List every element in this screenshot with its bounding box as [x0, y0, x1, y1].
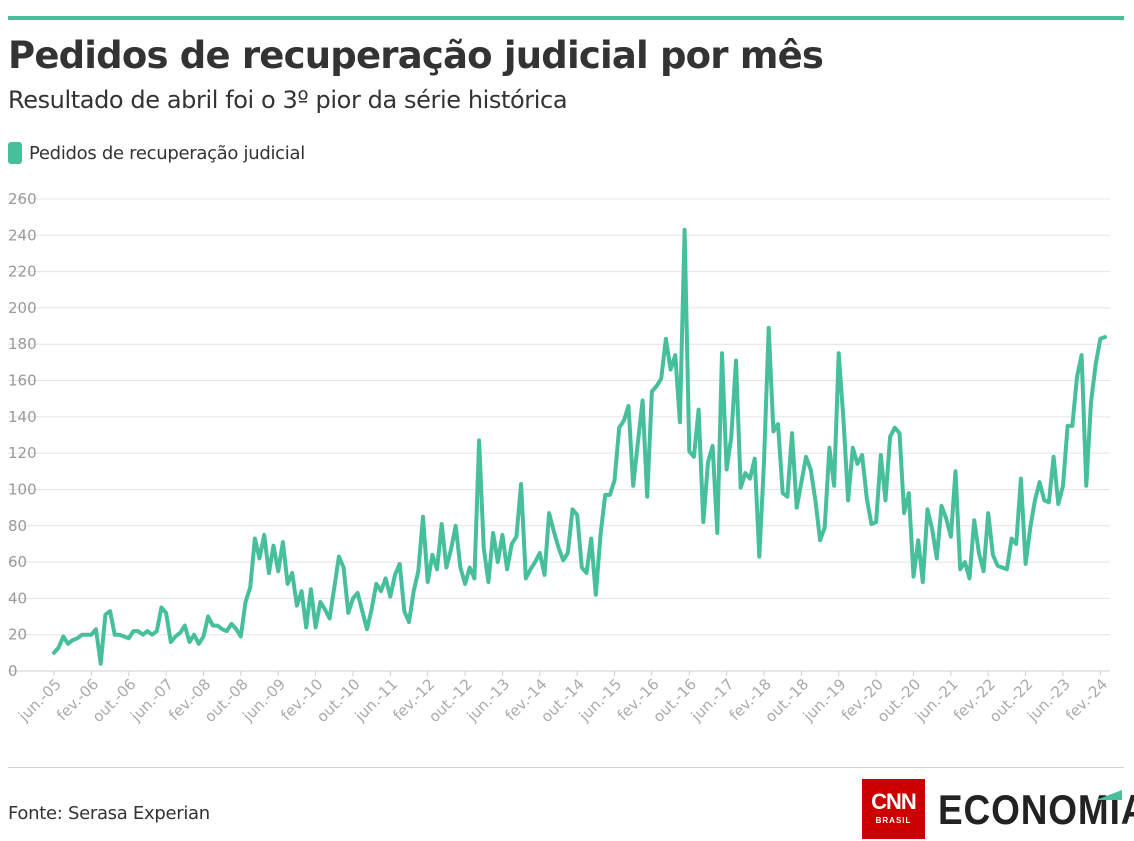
y-tick-label: 220 [8, 263, 37, 281]
footer-rule [8, 767, 1124, 768]
y-tick-label: 120 [8, 444, 37, 462]
y-tick-label: 160 [8, 372, 37, 390]
cnn-logo-subtext: BRASIL [875, 816, 912, 825]
y-tick-label: 40 [8, 589, 27, 607]
x-tick-label: jun.-05 [14, 675, 65, 726]
y-tick-label: 180 [8, 335, 37, 353]
line-chart: 0 20 40 60 80 100 120 140 160 180 200 220 240 260 jun… [8, 190, 1111, 726]
legend[interactable]: Pedidos de recuperação judicial [8, 142, 305, 164]
y-tick-label: 200 [8, 299, 37, 317]
cnn-brasil-logo[interactable]: CNN BRASIL [862, 779, 925, 839]
y-tick-label: 140 [8, 408, 37, 426]
source-note: Fonte: Serasa Experian [8, 803, 210, 824]
grid-layer [8, 198, 1110, 672]
legend-label: Pedidos de recuperação judicial [29, 142, 305, 164]
series-layer [52, 227, 1107, 666]
top-accent-rule [8, 16, 1124, 20]
y-tick-label: 100 [8, 480, 37, 498]
y-tick-label: 20 [8, 626, 27, 644]
y-tick-label: 80 [8, 517, 27, 535]
cnn-logo-text: CNN [871, 789, 917, 814]
legend-swatch [8, 142, 22, 164]
chart-subtitle: Resultado de abril foi o 3º pior da séri… [8, 86, 568, 114]
y-tick-label: 0 [8, 662, 18, 680]
y-tick-label: 240 [8, 226, 37, 244]
x-tick-label: fev.-24 [1062, 675, 1111, 724]
x-axis-ticks: jun.-05fev.-06out.-06jun.-07fev.-08out.-… [14, 671, 1111, 726]
economia-logo[interactable]: ECONOMIA [938, 786, 1134, 833]
series-line[interactable] [52, 227, 1107, 666]
y-tick-label: 260 [8, 190, 37, 208]
y-tick-label: 60 [8, 553, 27, 571]
y-axis-ticks: 0 20 40 60 80 100 120 140 160 180 200 220 240 260 [8, 190, 37, 680]
chart-title: Pedidos de recuperação judicial por mês [8, 34, 824, 77]
economia-accent-icon [1096, 790, 1122, 800]
